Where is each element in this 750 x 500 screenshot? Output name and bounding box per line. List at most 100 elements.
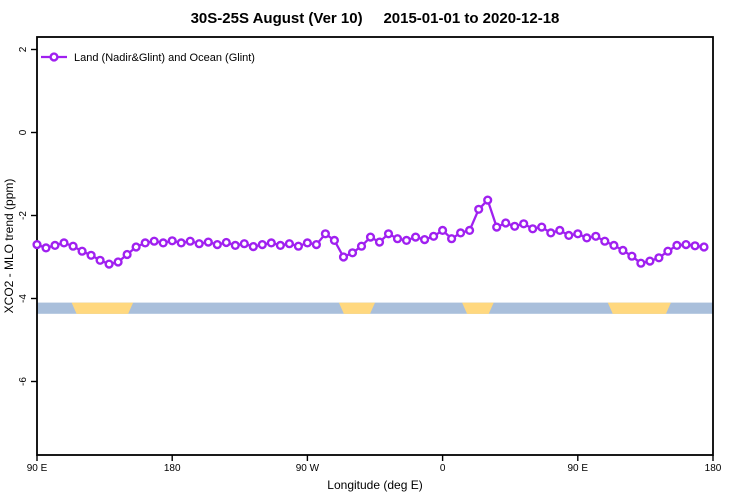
y-axis-title: XCO2 - MLO trend (ppm) (2, 179, 16, 314)
legend-label: Land (Nadir&Glint) and Ocean (Glint) (74, 52, 255, 64)
y-tick-label: 2 (18, 46, 29, 52)
data-point (257, 240, 267, 250)
x-axis: 90 E 180 90 W 0 90 E 180 Longitude (deg E) (27, 455, 722, 492)
data-point (365, 232, 376, 242)
land-band-segment (607, 302, 671, 314)
data-point (329, 235, 340, 246)
data-point (374, 237, 385, 247)
data-point (104, 259, 114, 269)
x-tick-label: 90 E (27, 463, 48, 474)
data-point (203, 237, 213, 247)
data-point (356, 241, 367, 251)
data-point (185, 236, 195, 246)
data-point (627, 251, 637, 261)
x-axis-title: Longitude (deg E) (327, 478, 422, 492)
data-point (699, 242, 709, 252)
data-point (528, 224, 538, 234)
data-point (401, 235, 412, 246)
data-point (248, 242, 258, 252)
data-series (32, 195, 709, 269)
legend-open-circle-marker (49, 52, 59, 62)
data-point (483, 195, 493, 205)
land-band-segment (338, 302, 375, 314)
data-point (194, 239, 204, 249)
data-point (654, 253, 664, 263)
land-ocean-band (37, 302, 713, 314)
data-point (537, 222, 547, 232)
data-point (456, 228, 466, 238)
data-point (95, 255, 105, 265)
data-point (77, 246, 87, 256)
data-point (113, 257, 123, 267)
data-point (420, 235, 430, 245)
data-point (600, 236, 610, 246)
data-point (41, 243, 51, 253)
data-point (338, 252, 349, 262)
data-point (546, 228, 556, 238)
data-point (663, 246, 673, 256)
data-point (411, 232, 421, 242)
data-point (230, 240, 240, 251)
data-point (347, 248, 358, 258)
data-point (582, 233, 592, 243)
data-point (122, 249, 132, 260)
land-band-segment (71, 302, 134, 314)
ocean-band-segment (37, 302, 713, 314)
data-point (510, 221, 520, 231)
data-point (212, 240, 222, 250)
data-point (555, 225, 565, 236)
data-point (681, 240, 691, 250)
data-point (447, 234, 457, 244)
legend: Land (Nadir&Glint) and Ocean (Glint) (41, 52, 255, 64)
data-point (492, 222, 502, 232)
data-point (474, 204, 484, 214)
data-point (50, 240, 60, 251)
series-line (35, 198, 706, 266)
data-point (392, 234, 403, 244)
data-point (564, 230, 574, 241)
data-point (438, 225, 448, 236)
data-point (465, 225, 475, 236)
data-point (167, 236, 177, 246)
x-tick-label: 180 (705, 463, 722, 474)
data-point (32, 240, 42, 250)
data-point (636, 258, 646, 268)
data-point (176, 238, 186, 248)
y-tick-label: 0 (18, 129, 29, 135)
chart-title: 30S-25S August (Ver 10) 2015-01-01 to 20… (190, 10, 560, 27)
y-tick-label: -4 (18, 294, 29, 303)
x-tick-label: 180 (164, 463, 181, 474)
data-point (68, 241, 78, 251)
data-point (618, 245, 628, 256)
land-band-segment (462, 302, 494, 314)
x-tick-label: 90 W (296, 463, 320, 474)
data-point (131, 242, 141, 252)
data-point (383, 229, 394, 239)
data-point (672, 240, 682, 251)
data-point (690, 241, 700, 251)
data-point (275, 240, 286, 251)
data-point (429, 231, 439, 241)
data-point (140, 238, 150, 248)
y-axis: 2 0 -2 -4 -6 XCO2 - MLO trend (ppm) (2, 46, 37, 386)
data-point (609, 240, 619, 251)
data-point (591, 231, 601, 241)
data-point (149, 236, 159, 246)
data-point (645, 256, 655, 266)
data-point (519, 219, 529, 229)
data-point (293, 241, 304, 251)
y-tick-label: -2 (18, 211, 29, 220)
x-tick-label: 0 (440, 463, 446, 474)
data-point (501, 218, 511, 228)
data-point (320, 229, 331, 239)
x-tick-label: 90 E (568, 463, 589, 474)
data-point (221, 237, 231, 248)
data-point (59, 238, 69, 248)
data-point (86, 250, 96, 260)
y-tick-label: -6 (18, 377, 29, 386)
data-point (284, 239, 295, 249)
data-point (239, 239, 249, 249)
data-point (158, 238, 168, 248)
